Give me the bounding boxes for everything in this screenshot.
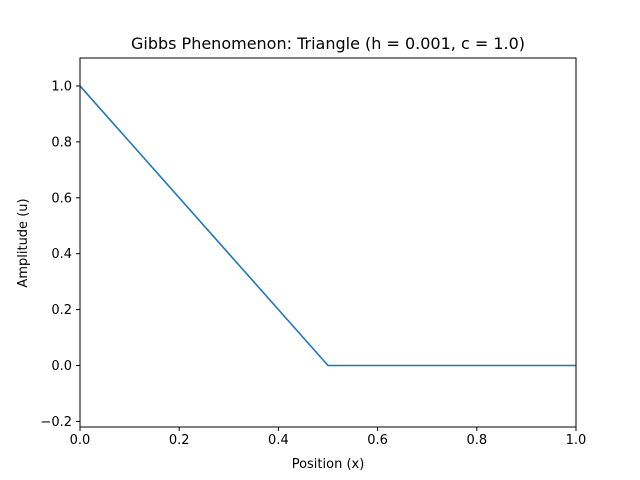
y-tick-label: 0.8 — [51, 135, 72, 150]
x-tick-label: 0.2 — [169, 433, 190, 448]
y-tick-label: 0.2 — [51, 303, 72, 318]
y-tick-label: 0.6 — [51, 191, 72, 206]
x-tick-label: 0.8 — [466, 433, 487, 448]
x-tick-label: 0.6 — [367, 433, 388, 448]
y-tick-label: 0.0 — [51, 359, 72, 374]
x-axis-label: Position (x) — [292, 457, 365, 472]
chart-title: Gibbs Phenomenon: Triangle (h = 0.001, c… — [131, 34, 525, 53]
plot-area — [79, 85, 576, 367]
y-tick-label: 1.0 — [51, 79, 72, 94]
x-axis-ticks: 0.0 0.2 0.4 0.6 0.8 1.0 — [70, 427, 587, 448]
plot-frame — [79, 57, 577, 428]
x-tick-label: 0.4 — [268, 433, 289, 448]
x-tick-label: 1.0 — [566, 433, 587, 448]
series-line-0 — [79, 85, 576, 367]
x-tick-label: 0.0 — [70, 433, 91, 448]
y-axis-ticks: −0.2 0.0 0.2 0.4 0.6 0.8 1.0 — [40, 79, 80, 430]
y-tick-label: −0.2 — [40, 415, 72, 430]
y-axis-label: Amplitude (u) — [16, 198, 31, 287]
y-tick-label: 0.4 — [51, 247, 72, 262]
